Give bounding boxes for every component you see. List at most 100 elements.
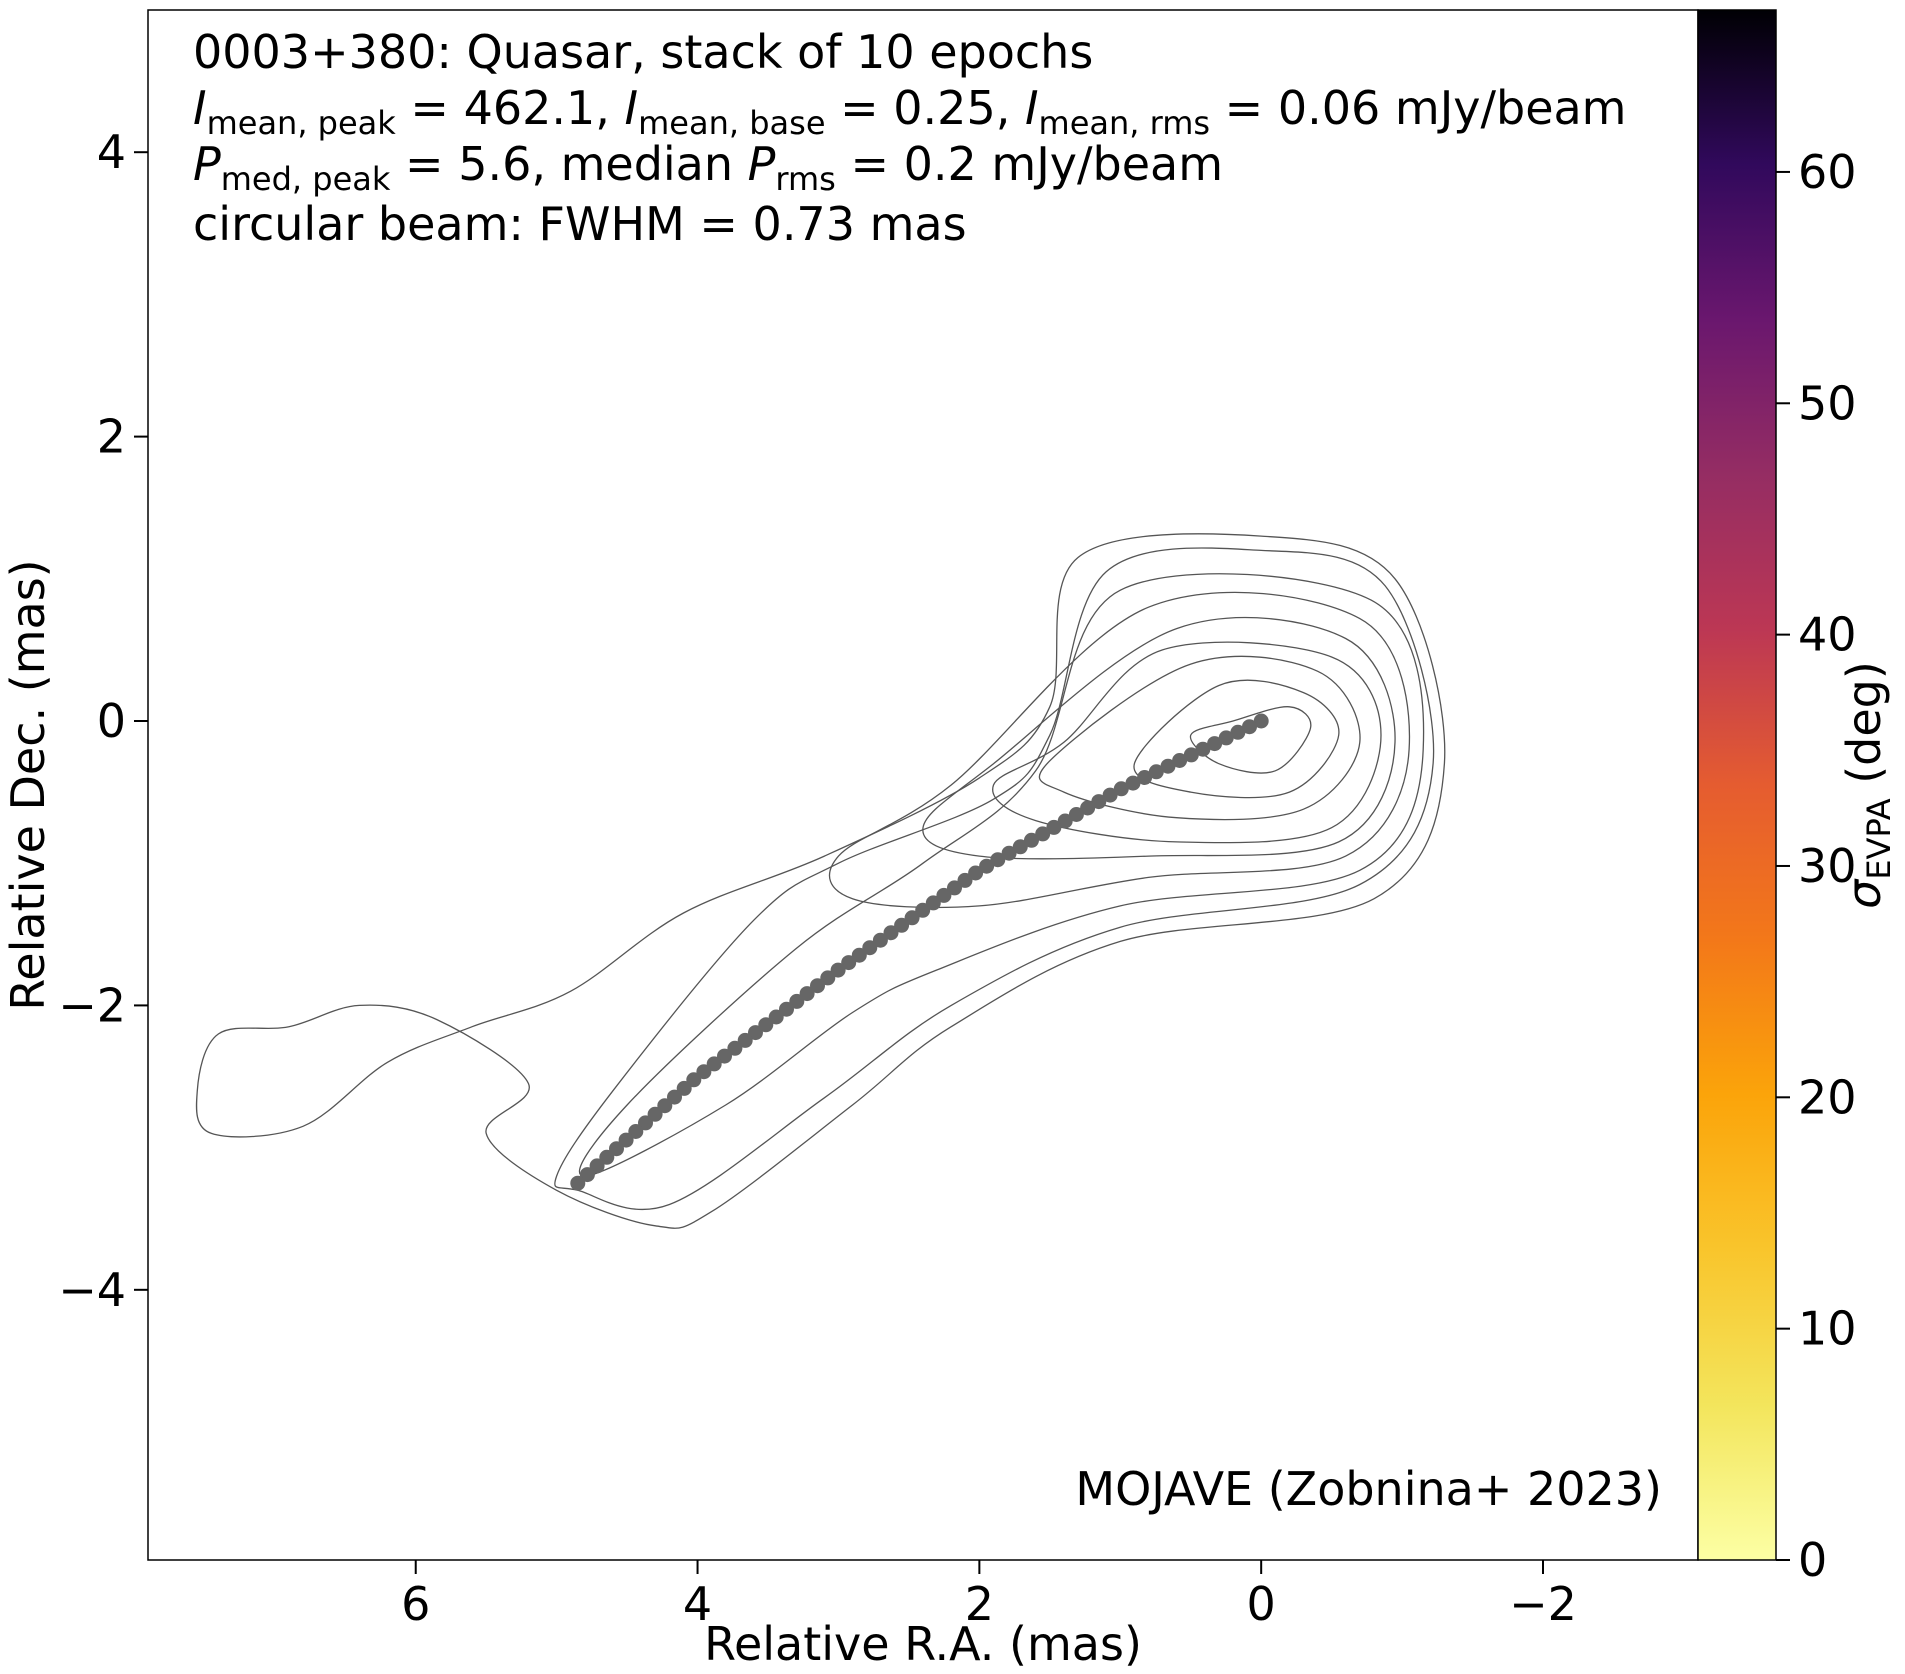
ridge-point [657, 1098, 673, 1114]
ridge-point [748, 1025, 763, 1041]
colorbar: 0 10 20 30 40 50 60 σEVPA (deg) [1697, 9, 1898, 1587]
intensity-contour [828, 591, 1411, 909]
ridge-point [1046, 819, 1062, 835]
ridge-point [862, 940, 878, 956]
ridge-point [579, 1167, 595, 1183]
ridge-point [1207, 736, 1223, 752]
x-axis: 6 4 2 0 −2 [401, 1560, 1577, 1631]
ridge-point [667, 1089, 682, 1105]
ridge-point [1102, 787, 1118, 803]
y-tick-label: −4 [58, 1263, 126, 1317]
ridge-point [872, 932, 888, 948]
ridge-point [727, 1040, 743, 1056]
annotation-line: 0003+380: Quasar, stack of 10 epochs [193, 25, 1093, 79]
ridge-point [979, 858, 995, 874]
ridge-point [1172, 753, 1188, 768]
annotation-part: rms [775, 160, 835, 198]
y-axis-label: Relative Dec. (mas) [1, 559, 55, 1010]
ridge-point [1137, 770, 1153, 785]
ridge-point [1148, 764, 1164, 780]
y-tick-label: 2 [97, 410, 126, 464]
ridge-point [706, 1056, 722, 1072]
intensity-contour [554, 547, 1435, 1210]
ridge-point [768, 1009, 784, 1025]
colorbar-tick-label: 50 [1798, 376, 1857, 430]
ridge-point [947, 880, 962, 896]
y-axis: 4 2 0 −2 −4 [58, 125, 148, 1317]
colorbar-tick-label: 0 [1798, 1533, 1827, 1587]
ridge-point [1242, 719, 1257, 735]
ridge-point [936, 887, 952, 903]
annotation-part: P [748, 137, 776, 191]
x-tick-label: 2 [965, 1577, 994, 1631]
x-tick-label: −2 [1509, 1577, 1577, 1631]
ridge-point [883, 925, 899, 941]
colorbar-tick-label: 30 [1798, 839, 1857, 893]
ridge-point [737, 1032, 753, 1048]
ridge-point [618, 1132, 634, 1148]
intensity-contour [1133, 679, 1340, 799]
jet-ridge-line [570, 713, 1269, 1191]
intensity-contour [992, 641, 1382, 844]
colorbar-gradient [1697, 9, 1777, 1561]
ridge-point [1183, 747, 1199, 763]
ridge-point [758, 1017, 774, 1033]
x-axis-label: Relative R.A. (mas) [704, 1617, 1142, 1671]
ridge-point [904, 910, 920, 926]
annotation-part: = 0.2 mJy/beam [836, 137, 1223, 191]
ridge-point [717, 1048, 732, 1064]
annotation-part: circular beam: FWHM = 0.73 mas [193, 197, 967, 251]
colorbar-label-unit: (deg) [1837, 661, 1891, 798]
ridge-point [830, 962, 846, 978]
ridge-point [1068, 807, 1084, 822]
ridge-line-path [576, 718, 1263, 1186]
ridge-point [696, 1064, 712, 1080]
plot-area [195, 533, 1446, 1229]
annotation-line: Imean, peak = 462.1, Imean, base = 0.25,… [193, 81, 1627, 142]
intensity-contour [195, 533, 1446, 1229]
ridge-point [799, 986, 815, 1002]
intensity-contours [195, 533, 1446, 1229]
ridge-point [1230, 724, 1246, 740]
ridge-point [1218, 730, 1234, 746]
ridge-point [1080, 800, 1096, 816]
intensity-contour [1190, 706, 1312, 774]
annotation-part: = 0.25, [826, 81, 1025, 135]
ridge-point [957, 872, 973, 888]
annotation-line: Pmed, peak = 5.6, median Prms = 0.2 mJy/… [193, 137, 1223, 198]
colorbar-label: σEVPA (deg) [1837, 661, 1898, 909]
colorbar-ticks: 0 10 20 30 40 50 60 [1776, 145, 1857, 1587]
ridge-point [1160, 758, 1176, 774]
ridge-point [968, 865, 984, 881]
colorbar-tick-label: 10 [1798, 1302, 1857, 1356]
ridge-point [779, 1001, 794, 1017]
annotation-part: mean, base [638, 104, 825, 142]
ridge-point [810, 978, 825, 994]
annotation-part: = 0.06 mJy/beam [1210, 81, 1626, 135]
credit-text: MOJAVE (Zobnina+ 2023) [1075, 1462, 1662, 1516]
ridge-point [1057, 813, 1073, 829]
colorbar-tick-label: 20 [1798, 1070, 1857, 1124]
ridge-point [1113, 781, 1129, 797]
ridge-point [647, 1106, 663, 1122]
ridge-point [1001, 845, 1017, 861]
annotation-part: = 5.6, median [390, 137, 747, 191]
ridge-point [599, 1149, 615, 1165]
ridge-point [789, 993, 805, 1009]
plot-annotation-title: 0003+380: Quasar, stack of 10 epochsImea… [193, 25, 1627, 251]
colorbar-tick-label: 40 [1798, 608, 1857, 662]
intensity-contour [922, 616, 1396, 860]
colorbar-label-subscript: EVPA [1860, 798, 1898, 879]
ridge-point [638, 1115, 653, 1131]
ridge-point [1091, 794, 1107, 810]
annotation-part: I [625, 81, 639, 135]
ridge-point [1035, 826, 1051, 842]
ridge-point [820, 970, 836, 986]
intensity-contour [578, 573, 1425, 1177]
annotation-part: I [193, 81, 207, 135]
annotation-part: mean, peak [207, 104, 397, 142]
x-tick-label: 6 [401, 1577, 430, 1631]
ridge-point [990, 852, 1006, 868]
x-tick-label: 0 [1247, 1577, 1276, 1631]
